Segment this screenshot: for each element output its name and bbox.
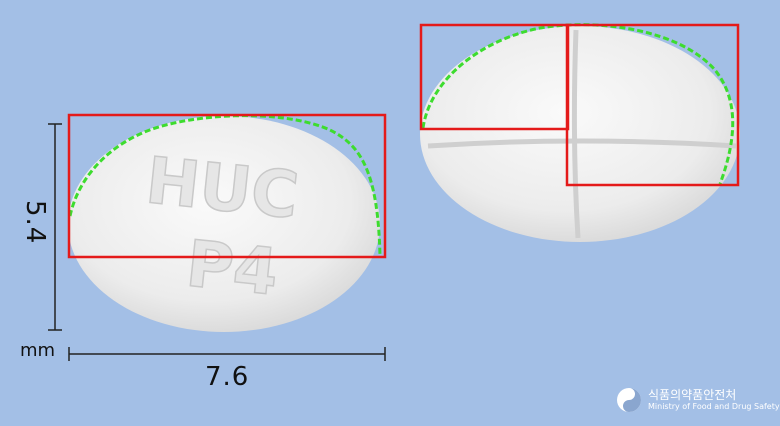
tablet-front: HUC P4 [67, 113, 387, 332]
mfds-logo: 식품의약품안전처 Ministry of Food and Drug Safet… [616, 386, 780, 416]
mfds-emblem-icon [617, 388, 641, 412]
tablet-back [419, 23, 740, 242]
unit-label: mm [20, 340, 56, 361]
detection-box-front [67, 113, 387, 259]
logo-english-name: Ministry of Food and Drug Safety [648, 402, 780, 411]
logo-korean-name: 식품의약품안전처 [648, 388, 737, 402]
score-line-vertical [571, 29, 581, 239]
detection-box-back-right [565, 23, 740, 187]
tablet-imprint-line1: HUC [142, 144, 301, 234]
height-dimension-label: 5.4 [20, 200, 50, 245]
dimension-lines [48, 123, 386, 361]
tablet-imprint-line2: P4 [183, 227, 282, 310]
width-dimension-label: 7.6 [205, 362, 250, 392]
score-line-horizontal [427, 138, 737, 149]
edge-trace-back [421, 23, 735, 185]
